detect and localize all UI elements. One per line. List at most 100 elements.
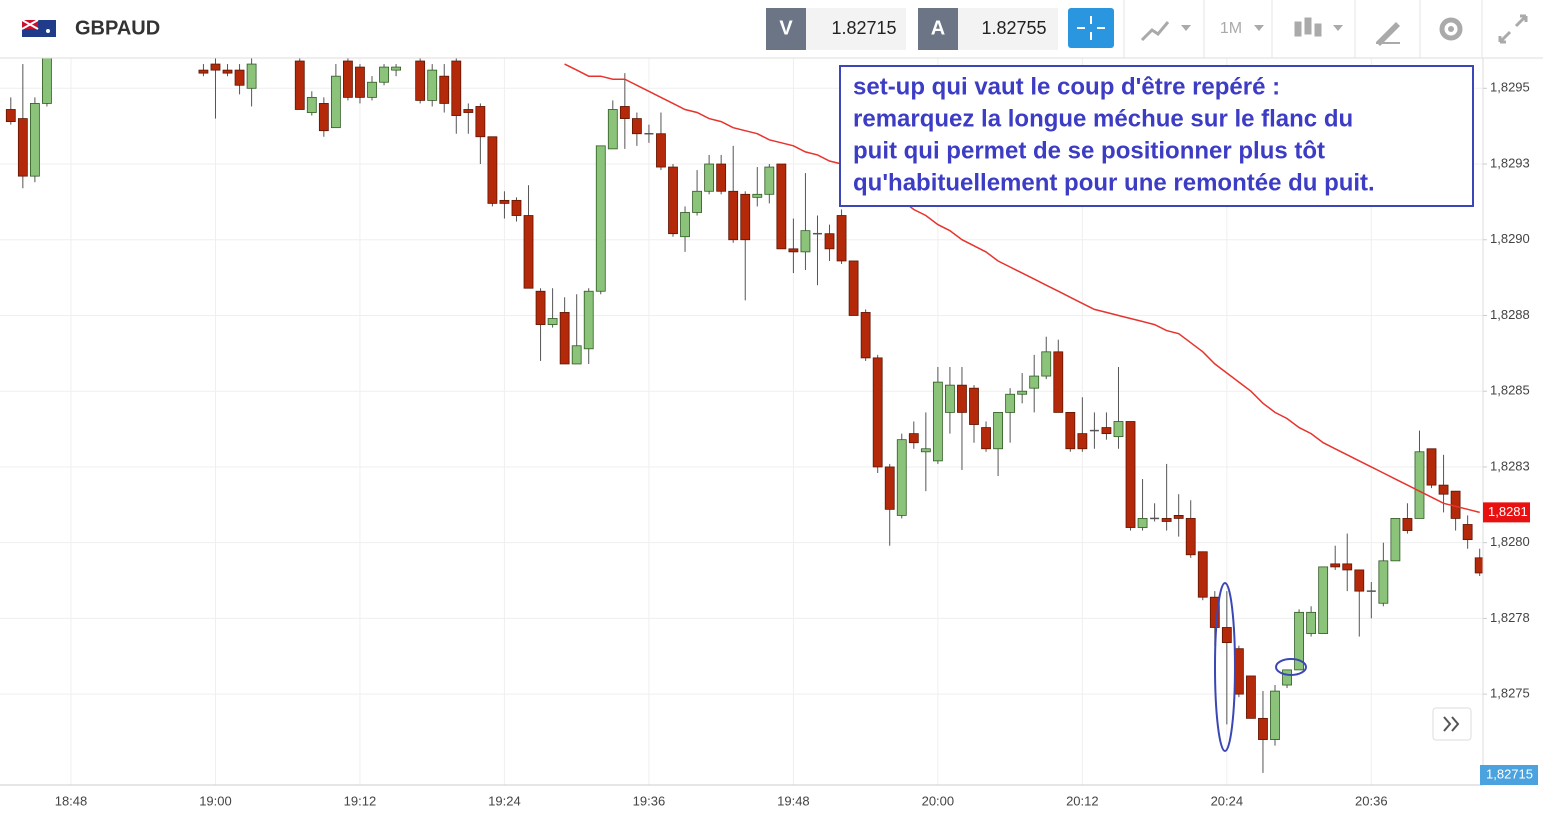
candle-body: [619, 106, 630, 119]
candle-body: [246, 63, 257, 89]
candle-body: [1390, 518, 1401, 562]
candle-body: [427, 69, 438, 101]
candle-body: [1426, 448, 1437, 486]
candle-body: [728, 190, 739, 241]
candle-body: [716, 163, 727, 192]
candle-body: [668, 166, 678, 235]
x-tick-label: 20:00: [922, 793, 955, 808]
candle-body: [330, 75, 341, 129]
annotation: set-up qui vaut le coup d'être repéré : r…: [853, 73, 1375, 196]
annotation-line: remarquez la longue méchue sur le flanc …: [853, 105, 1353, 132]
candle-body: [908, 433, 919, 444]
candle-body: [1209, 596, 1220, 628]
x-tick-label: 19:00: [199, 793, 232, 808]
candle-body: [800, 230, 811, 253]
x-tick-label: 20:12: [1066, 793, 1099, 808]
candle-body: [198, 69, 209, 74]
ma-marker-label: 1,8281: [1488, 504, 1528, 519]
candle-body: [523, 215, 534, 289]
bid-price: 1.82715: [831, 18, 896, 38]
x-tick-label: 20:36: [1355, 793, 1388, 808]
candle-body: [451, 60, 462, 116]
y-tick-label: 1,8288: [1490, 307, 1530, 322]
ask-price: 1.82755: [981, 18, 1046, 38]
ask-tag: A: [931, 17, 945, 39]
candle-body: [1101, 427, 1112, 435]
candle-body: [463, 109, 474, 113]
candle-body: [945, 384, 955, 413]
candle-body: [824, 233, 835, 250]
candle-body: [692, 190, 702, 213]
plot-area: [5, 58, 1483, 773]
highlight-ellipse: [1214, 582, 1236, 752]
y-tick-label: 1,8295: [1490, 80, 1530, 95]
candle-body: [1318, 566, 1329, 634]
candle-body: [932, 381, 943, 462]
bid-marker-label: 1,82715: [1486, 766, 1533, 781]
candle-body: [848, 260, 859, 316]
candle-body: [969, 387, 979, 425]
ask-tag-box[interactable]: [918, 8, 958, 50]
y-tick-label: 1,8275: [1490, 686, 1530, 701]
candle-body: [993, 412, 1003, 450]
candle-body: [1221, 627, 1232, 644]
grid: [0, 58, 1483, 785]
y-tick-label: 1,8285: [1490, 383, 1530, 398]
candle-body: [17, 118, 28, 177]
candle-body: [1041, 351, 1052, 377]
annotation-line: qu'habituellement pour une remontée du p…: [853, 169, 1375, 196]
flag: [21, 19, 56, 37]
candle-body: [343, 60, 353, 98]
candle-body: [1258, 717, 1268, 740]
candle-body: [1306, 611, 1317, 634]
x-tick-label: 19:36: [633, 793, 666, 808]
candle-body: [957, 384, 967, 413]
timeframe[interactable]: 1M: [1220, 20, 1242, 37]
moving-average: [564, 63, 1480, 514]
candle-body: [1017, 390, 1028, 395]
bid-tag-box[interactable]: [766, 8, 806, 50]
crosshair-button[interactable]: [1068, 8, 1114, 48]
candle-body: [415, 60, 426, 101]
candle-body: [42, 58, 52, 104]
candle-body: [656, 133, 666, 168]
y-tick-label: 1,8290: [1490, 231, 1530, 246]
ask-box[interactable]: [958, 8, 1058, 50]
y-tick-label: 1,8280: [1490, 534, 1530, 549]
bid-tag: V: [779, 17, 793, 39]
candle-body: [222, 69, 233, 74]
candle-body: [487, 136, 498, 204]
candle-body: [1342, 563, 1353, 571]
candle-body: [1137, 518, 1148, 528]
toolbar-separators: [1123, 0, 1483, 58]
candle-body: [535, 290, 546, 325]
scroll-icon: [1443, 716, 1460, 732]
candle-body: [788, 248, 799, 253]
candle-body: [836, 215, 847, 262]
bid-box[interactable]: [806, 8, 906, 50]
candle-body: [896, 439, 907, 516]
candle-body: [1125, 421, 1136, 528]
candle-body: [210, 63, 221, 71]
candle-body: [355, 66, 365, 98]
candle-body: [1462, 524, 1473, 541]
x-tick-label: 18:48: [55, 793, 88, 808]
candle-body: [475, 106, 486, 138]
candle-body: [872, 357, 883, 468]
candle-body: [234, 69, 245, 86]
candle-body: [1270, 690, 1280, 740]
candle-body: [367, 81, 377, 98]
toolbar-icons[interactable]: [1140, 14, 1528, 46]
candle-body: [595, 145, 606, 292]
candle-body: [547, 318, 558, 325]
x-tick-label: 19:24: [488, 793, 521, 808]
scroll-button[interactable]: [1432, 707, 1472, 741]
candle-body: [583, 290, 594, 350]
candle-body: [1173, 515, 1184, 519]
candle-body: [1474, 557, 1483, 574]
candle-body: [1029, 375, 1040, 389]
candle-body: [860, 312, 871, 359]
candle-body: [1402, 518, 1413, 531]
candle-body: [511, 199, 522, 216]
